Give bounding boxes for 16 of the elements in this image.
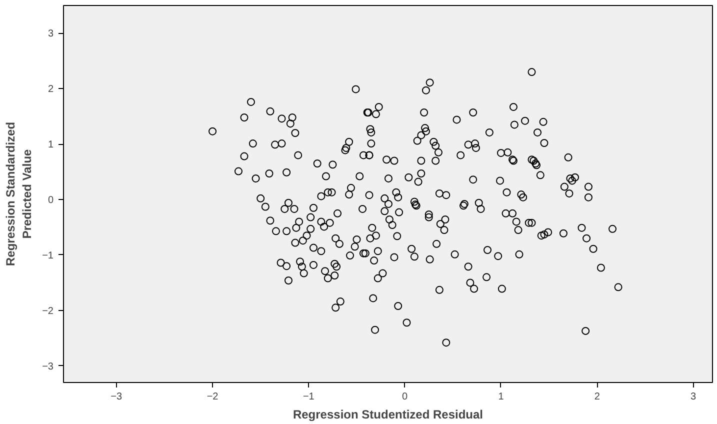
y-tick-label: −3 — [42, 361, 54, 372]
x-tick-label: −2 — [206, 392, 219, 402]
x-tick-label: −3 — [110, 392, 123, 402]
x-axis-title: Regression Studentized Residual — [292, 408, 484, 422]
y-tick-label: 3 — [48, 28, 54, 40]
x-tick-label: 0 — [402, 392, 408, 402]
x-tick-label: 3 — [690, 392, 696, 402]
x-tick-label: −1 — [302, 392, 315, 402]
y-tick-label: 0 — [48, 195, 54, 206]
y-tick-label: −1 — [42, 250, 54, 262]
y-tick-label: 2 — [48, 84, 54, 96]
y-axis-title: Regression Standardized Predicted Value — [3, 122, 34, 266]
x-tick-label: 1 — [498, 392, 504, 402]
y-tick-label: −2 — [42, 306, 54, 317]
y-tick-label: 1 — [48, 140, 54, 151]
x-tick-label: 2 — [594, 392, 600, 402]
